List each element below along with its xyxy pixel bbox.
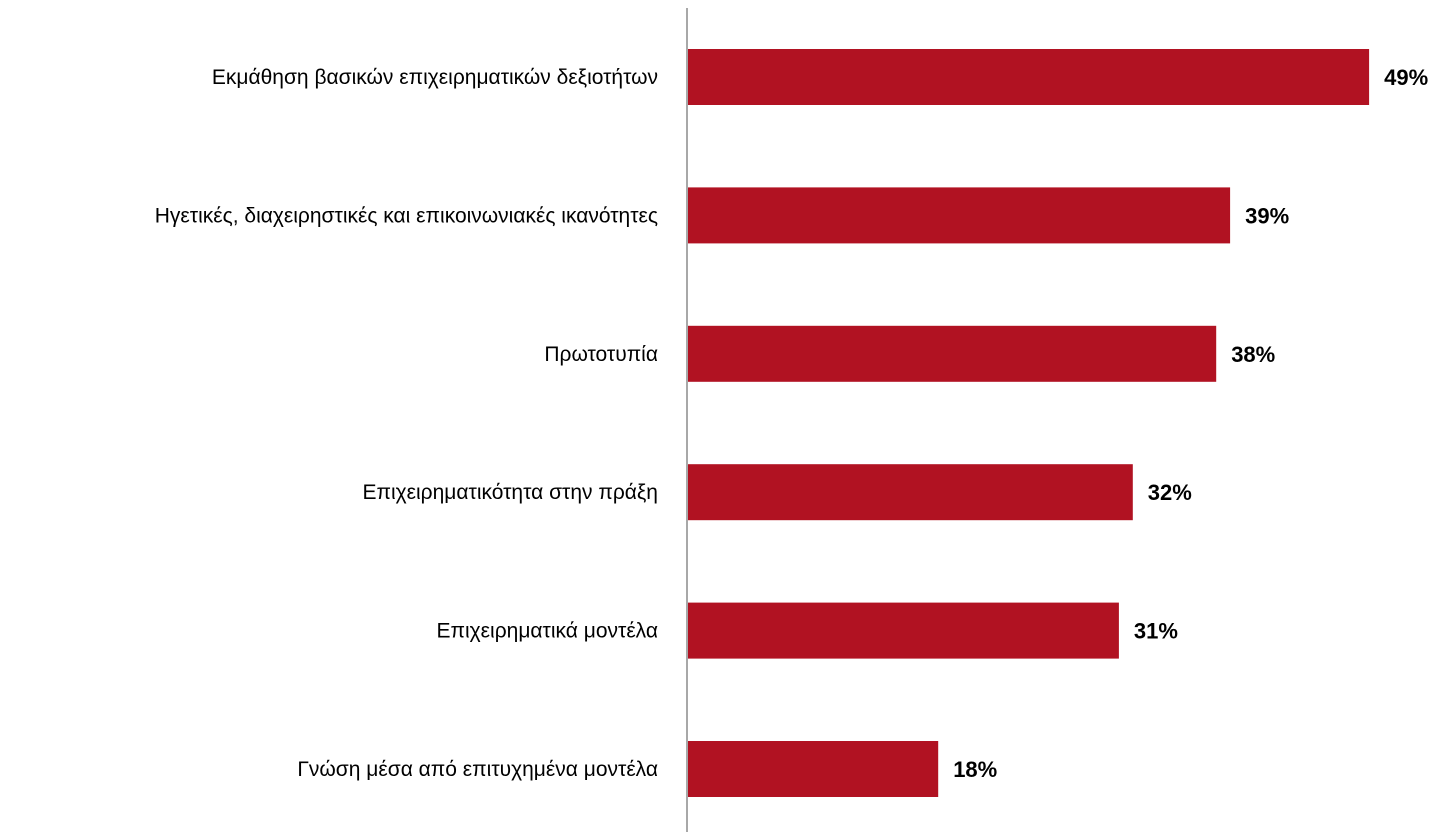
category-label-4: Επιχειρηματικότητα στην πράξη — [362, 481, 658, 504]
value-label-6: 18% — [953, 757, 997, 782]
category-label-3: Πρωτοτυπία — [544, 343, 658, 366]
value-labels-layer: 49% 39% 38% 32% 31% 18% — [953, 65, 1428, 782]
bar-5 — [688, 602, 1119, 659]
category-label-1: Εκμάθηση βασικών επιχειρηματικών δεξιοτή… — [212, 66, 658, 89]
category-label-6: Γνώση μέσα από επιτυχημένα μοντέλα — [297, 758, 658, 781]
bar-1 — [688, 49, 1370, 105]
bar-3 — [688, 325, 1217, 382]
category-label-5: Επιχειρηματικά μοντέλα — [436, 620, 658, 643]
category-label-2: Ηγετικές, διαχειρηστικές και επικοινωνια… — [155, 204, 658, 227]
category-labels-layer: Εκμάθηση βασικών επιχειρηματικών δεξιοτή… — [155, 66, 658, 781]
bar-6 — [688, 741, 939, 797]
bar-4 — [688, 464, 1133, 521]
value-label-2: 39% — [1245, 203, 1289, 228]
value-label-4: 32% — [1148, 480, 1192, 505]
value-label-1: 49% — [1384, 65, 1428, 90]
value-label-3: 38% — [1231, 342, 1275, 367]
value-label-5: 31% — [1134, 619, 1178, 644]
bars-layer — [688, 49, 1370, 797]
bar-2 — [688, 187, 1231, 244]
